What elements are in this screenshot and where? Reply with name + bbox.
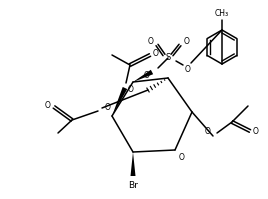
- Text: O: O: [105, 102, 111, 111]
- Text: O: O: [148, 36, 154, 46]
- Text: O: O: [205, 127, 211, 136]
- Text: O: O: [45, 100, 51, 109]
- Text: O: O: [179, 153, 185, 163]
- Text: O: O: [185, 64, 191, 73]
- Text: O: O: [253, 127, 259, 136]
- Text: O: O: [144, 71, 150, 81]
- Text: Br: Br: [128, 181, 138, 190]
- Text: CH₃: CH₃: [215, 10, 229, 19]
- Text: S: S: [165, 54, 171, 62]
- Text: O: O: [153, 49, 159, 58]
- Text: O: O: [128, 85, 134, 94]
- Polygon shape: [131, 152, 136, 176]
- Polygon shape: [133, 70, 153, 82]
- Text: O: O: [184, 36, 190, 46]
- Polygon shape: [112, 87, 127, 116]
